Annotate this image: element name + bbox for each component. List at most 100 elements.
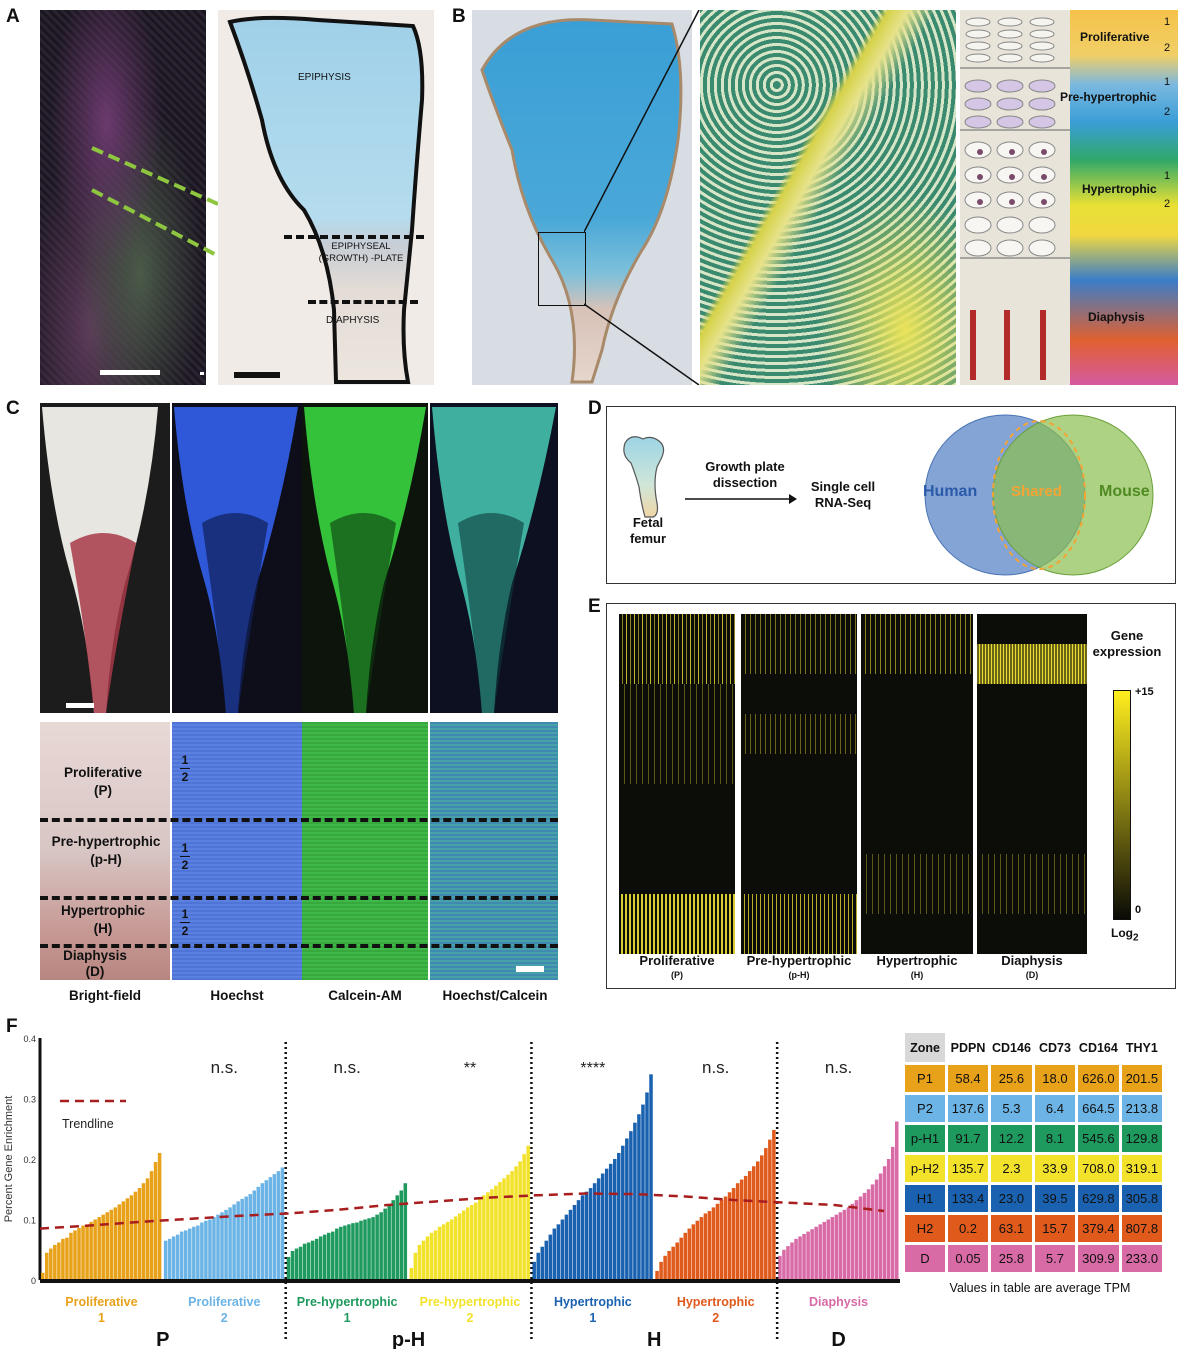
bar xyxy=(433,1230,438,1280)
zone-sub-top: 1 xyxy=(1164,170,1171,182)
bar xyxy=(232,1204,236,1280)
bar xyxy=(478,1198,482,1280)
zone-cell: p-H2 xyxy=(905,1155,945,1182)
zone-sub-bottom: 2 xyxy=(1164,42,1171,54)
table-header-cell: Zone xyxy=(905,1033,945,1062)
bar xyxy=(675,1242,679,1280)
bar xyxy=(453,1216,458,1280)
bar xyxy=(854,1200,859,1280)
heatmap-label-abbr: (H) xyxy=(910,970,924,980)
bar xyxy=(268,1177,273,1280)
group-label: Hypertrophic xyxy=(677,1295,755,1309)
zone-label-c-line1: Pre-hypertrophic xyxy=(51,834,161,849)
bar xyxy=(240,1198,244,1280)
bar xyxy=(474,1202,478,1280)
legend-title-line1: Gene xyxy=(1110,628,1144,643)
zone-cell: P1 xyxy=(905,1065,945,1092)
panel-c-letter: C xyxy=(6,398,20,419)
heatmap-label-name: Hypertrophic xyxy=(876,953,958,968)
bar xyxy=(49,1248,53,1280)
bar xyxy=(383,1208,387,1280)
bar xyxy=(318,1236,323,1280)
bar xyxy=(272,1174,277,1280)
table-header-cell: PDPN xyxy=(950,1040,986,1055)
bar xyxy=(129,1195,134,1280)
zone-diagram: Proliferative 1 2 Pre-hypertrophic 1 2 H… xyxy=(960,10,1178,385)
bar xyxy=(486,1192,490,1280)
bar xyxy=(760,1155,764,1280)
bar xyxy=(322,1234,327,1280)
bar xyxy=(862,1192,867,1280)
value-cell: 12.2 xyxy=(991,1125,1032,1152)
panel-d-letter: D xyxy=(588,398,602,419)
diaphysis-label-a: DIAPHYSIS xyxy=(326,315,380,326)
bar xyxy=(490,1189,494,1280)
chondrocyte-drawings xyxy=(960,17,1070,380)
bar xyxy=(641,1104,645,1280)
growth-plate-label-line2: (GROWTH) -PLATE xyxy=(318,253,404,264)
bar xyxy=(212,1217,216,1280)
bar xyxy=(564,1214,569,1280)
value-cell: 91.7 xyxy=(948,1125,988,1152)
bar xyxy=(403,1183,408,1280)
bar xyxy=(544,1240,549,1280)
table-header-cell: THY1 xyxy=(1125,1040,1158,1055)
bar xyxy=(514,1166,518,1280)
bar xyxy=(518,1161,522,1280)
bar xyxy=(306,1242,311,1280)
bar xyxy=(735,1183,740,1280)
hoechst-femur xyxy=(172,403,302,713)
value-cell: 708.0 xyxy=(1077,1155,1119,1182)
value-cell: 213.8 xyxy=(1121,1095,1162,1122)
tpm-table-caption: Values in table are average TPM xyxy=(949,1281,1131,1295)
femur-label-line1: Fetal xyxy=(632,515,664,530)
bar xyxy=(355,1222,359,1280)
bar xyxy=(256,1186,261,1280)
bar xyxy=(560,1219,565,1280)
bar xyxy=(699,1217,704,1280)
zone-sub-bottom: 2 xyxy=(1164,198,1171,210)
zoom-box xyxy=(538,232,586,306)
zone-sub-top: 1 xyxy=(1164,76,1171,88)
panel-a-letter: A xyxy=(6,6,20,27)
panel-f-letter: F xyxy=(6,1016,18,1037)
value-cell: 319.1 xyxy=(1121,1155,1162,1182)
bar xyxy=(375,1214,379,1280)
table-row: H1 133.4 23.0 39.5 629.8 305.8 xyxy=(905,1185,1162,1212)
arrow-icon xyxy=(685,494,797,504)
bar xyxy=(391,1200,395,1280)
zoom-lines xyxy=(584,10,700,385)
bar xyxy=(359,1220,363,1280)
zone-sub-top: 1 xyxy=(1164,16,1171,28)
trendline xyxy=(39,1192,885,1230)
bar xyxy=(457,1213,462,1280)
zone-divider-2 xyxy=(40,896,558,900)
zone-divider-3 xyxy=(40,944,558,948)
growth-plate-label: EPIPHYSEAL (GROWTH) -PLATE xyxy=(296,241,426,265)
bar xyxy=(97,1217,101,1280)
zone-label-c-proliferative: Proliferative (P) xyxy=(40,764,166,800)
bar xyxy=(830,1217,835,1280)
bar xyxy=(838,1212,843,1280)
bar xyxy=(633,1122,637,1280)
fraction-top: 1 xyxy=(181,841,189,855)
zone-label-c-line1: Proliferative xyxy=(63,765,143,780)
bar xyxy=(617,1152,621,1280)
bar xyxy=(141,1183,146,1280)
group-label-index: 1 xyxy=(344,1311,351,1325)
bar xyxy=(113,1207,118,1280)
bar xyxy=(417,1244,422,1280)
bar xyxy=(89,1221,93,1280)
bar xyxy=(105,1212,109,1280)
significance-label: n.s. xyxy=(825,1058,852,1077)
bar xyxy=(167,1238,172,1280)
zone-label-c-line1: Hypertrophic xyxy=(60,903,145,918)
bar xyxy=(409,1267,414,1280)
group-label: Hypertrophic xyxy=(554,1295,632,1309)
calcein-zoom xyxy=(302,722,428,980)
bar xyxy=(331,1231,335,1280)
bar xyxy=(822,1221,826,1280)
bar xyxy=(244,1196,248,1280)
bar xyxy=(125,1198,130,1280)
